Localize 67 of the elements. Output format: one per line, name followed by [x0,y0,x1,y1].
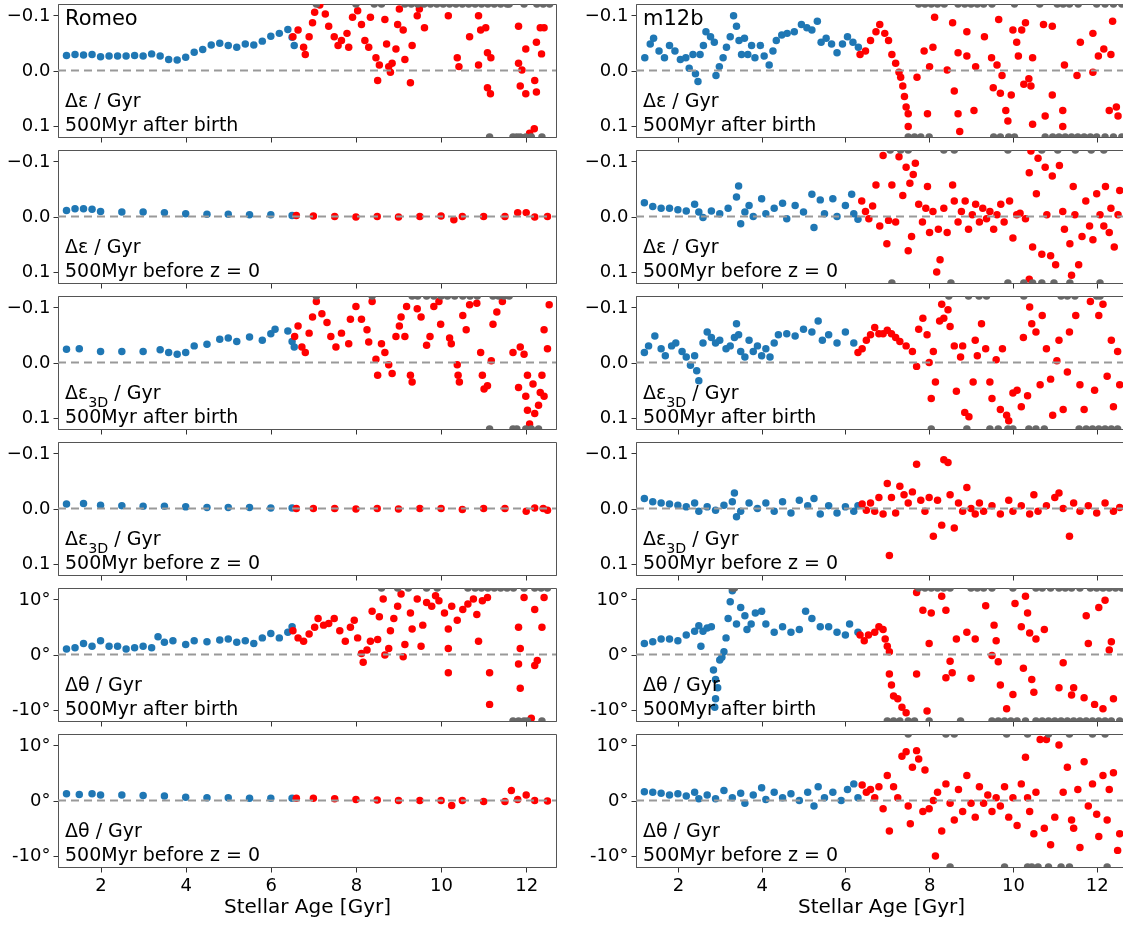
y-tick-label: 0.1 [21,260,51,282]
annotation: 500Myr before z = 0 [643,843,839,865]
x-tick-label: 12 [1085,873,1109,895]
chart-title: Romeo [65,6,138,30]
y-tick-label: 0.1 [599,552,629,574]
x-axis-title: Stellar Age [Gyr] [224,893,391,918]
x-tick-label: 8 [923,873,936,895]
y-tick-label: 0.1 [21,552,51,574]
annotation: Δθ / Gyr [65,673,143,695]
y-tick-label: 0.0 [599,497,629,518]
y-tick-label: 0.0 [599,59,629,80]
x-tick-label: 8 [350,873,363,895]
annotation: 500Myr after birth [643,697,817,719]
y-tick-label: 0.1 [21,406,51,428]
y-tick-label: 10° [596,587,629,609]
annotation: 500Myr after birth [643,113,817,135]
annotation: Δε / Gyr [643,89,719,111]
y-tick-label: 0.0 [21,497,51,518]
x-tick-label: 12 [515,873,539,895]
annotation: Δε / Gyr [65,89,141,111]
y-tick-label: 0.0 [599,205,629,226]
y-tick-label: 0.0 [21,351,51,372]
annotation: 500Myr before z = 0 [643,259,839,281]
y-tick-label: 0.0 [21,205,51,226]
x-tick-label: 2 [672,873,685,895]
annotation: 500Myr after birth [65,113,239,135]
x-tick-label: 2 [95,873,107,895]
y-tick-label: −0.1 [6,3,51,25]
annotation: Δθ / Gyr [643,819,721,841]
y-tick-label: 10° [596,733,629,755]
y-tick-label: 0.1 [21,114,51,136]
annotation: Δε / Gyr [65,235,141,257]
y-tick-label: 0° [608,789,629,810]
y-tick-label: 0.1 [599,114,629,136]
annotation: Δθ / Gyr [65,819,143,841]
x-tick-label: 4 [756,873,768,895]
y-tick-label: -10° [590,698,629,720]
y-tick-label: 10° [18,587,51,609]
y-tick-label: −0.1 [584,149,629,171]
y-tick-label: −0.1 [584,441,629,463]
x-tick-label: 10 [1001,873,1025,895]
y-tick-label: 0.0 [21,59,51,80]
annotation: 500Myr after birth [65,697,239,719]
chart-title: m12b [643,6,704,30]
y-tick-label: 0° [30,643,51,664]
annotation: 500Myr before z = 0 [65,259,261,281]
annotation: Δε / Gyr [643,235,719,257]
y-tick-label: 10° [18,733,51,755]
y-tick-label: 0.1 [599,260,629,282]
y-tick-label: −0.1 [6,441,51,463]
y-tick-label: −0.1 [6,149,51,171]
x-tick-label: 6 [840,873,852,895]
y-tick-label: -10° [12,844,51,866]
y-tick-label: −0.1 [584,295,629,317]
y-tick-label: 0° [30,789,51,810]
y-tick-label: 0.1 [599,406,629,428]
x-tick-label: 10 [430,873,454,895]
y-tick-label: -10° [12,698,51,720]
x-tick-label: 6 [265,873,278,895]
y-tick-label: −0.1 [6,295,51,317]
annotation: 500Myr before z = 0 [65,843,261,865]
y-tick-label: −0.1 [584,3,629,25]
y-tick-label: 0° [608,643,629,664]
y-tick-label: -10° [590,844,629,866]
x-tick-label: 4 [180,873,192,895]
y-tick-label: 0.0 [599,351,629,372]
x-axis-title: Stellar Age [Gyr] [798,893,965,918]
